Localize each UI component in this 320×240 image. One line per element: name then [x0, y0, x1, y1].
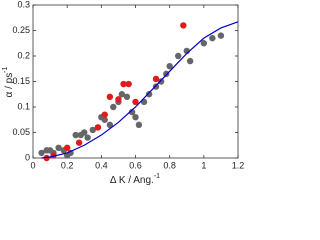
y-label-sup: -1 — [2, 66, 9, 72]
data-point — [123, 93, 131, 101]
y-label-text: α / ps — [4, 73, 15, 98]
data-point — [110, 103, 117, 111]
data-point — [55, 144, 62, 151]
x-axis-label: Δ K / Ang.-1 — [110, 173, 160, 186]
data-point — [152, 83, 160, 90]
x-tick-label: 0.8 — [163, 160, 176, 170]
data-point — [217, 32, 225, 39]
data-point — [118, 91, 126, 98]
y-tick-label: 0.1 — [17, 101, 30, 111]
data-point — [89, 126, 96, 134]
y-tick-label: 0.15 — [12, 76, 30, 86]
x-tick-label: 1 — [201, 160, 206, 170]
data-point — [115, 96, 122, 103]
data-point — [166, 62, 173, 70]
data-point — [157, 78, 165, 85]
y-tick-label: 0.2 — [17, 50, 30, 60]
data-point — [120, 80, 127, 88]
x-label-sup: -1 — [154, 173, 160, 180]
y-tick-label: 0.3 — [17, 0, 30, 9]
x-tick-label: 0.4 — [95, 160, 108, 170]
chart: Δ K / Ang.-1 α / ps-1 0 0.2 0.4 0.6 0.8 1 1.20… — [2, 0, 245, 186]
data-point — [38, 149, 45, 157]
data-point — [175, 52, 182, 60]
data-point — [101, 116, 108, 123]
data-point — [200, 40, 208, 47]
x-tick-label: 0.6 — [129, 160, 142, 170]
data-point — [125, 80, 132, 88]
data-point — [163, 70, 170, 78]
data-point — [186, 57, 194, 65]
y-tick-label: 0.05 — [12, 127, 30, 137]
x-tick-label: 0 — [30, 160, 35, 170]
data-point — [43, 154, 50, 162]
data-point — [72, 131, 79, 139]
data-point — [106, 93, 114, 101]
data-point — [101, 111, 108, 118]
data-point — [94, 124, 102, 131]
data-point — [180, 22, 187, 29]
y-tick-label: 0 — [25, 152, 30, 162]
data-point — [135, 121, 143, 129]
plot-frame — [32, 4, 239, 159]
page: Δ K / Ang.-1 α / ps-1 0 0.2 0.4 0.6 0.8 1 1.2 0… — [1, 0, 245, 186]
data-point — [81, 129, 88, 136]
data-point — [63, 144, 71, 151]
data-point — [75, 139, 83, 146]
data-point — [132, 98, 139, 106]
data-point — [152, 75, 160, 83]
fit-line — [41, 21, 239, 159]
data-point — [84, 134, 91, 141]
y-axis-label: α / ps-1 — [2, 66, 15, 97]
data-point — [106, 121, 114, 129]
y-tick-label: 0.25 — [12, 25, 30, 35]
data-point — [209, 34, 216, 42]
data-point — [128, 108, 136, 116]
data-point — [132, 114, 139, 121]
x-label-text: Δ K / Ang. — [110, 175, 154, 186]
x-tick-label: 1.2 — [232, 160, 245, 170]
x-tick-label: 0.2 — [61, 160, 74, 170]
data-point — [145, 91, 153, 98]
